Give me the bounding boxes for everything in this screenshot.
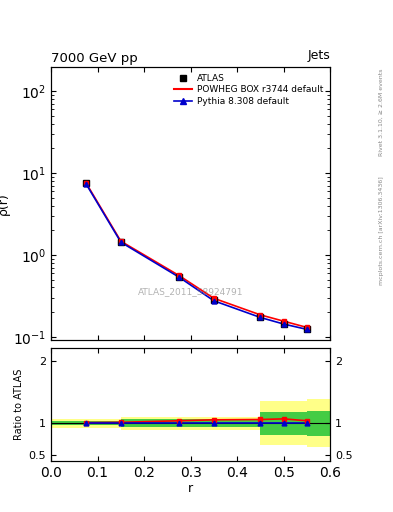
Text: 7000 GeV pp: 7000 GeV pp — [51, 52, 138, 66]
Bar — [51, 419, 121, 428]
Bar — [261, 412, 307, 435]
Y-axis label: Ratio to ATLAS: Ratio to ATLAS — [15, 369, 24, 440]
Text: Rivet 3.1.10, ≥ 2.6M events: Rivet 3.1.10, ≥ 2.6M events — [379, 69, 384, 156]
Bar — [121, 419, 261, 427]
Bar — [307, 411, 330, 436]
Text: Jets: Jets — [307, 50, 330, 62]
Bar — [121, 417, 261, 430]
Bar — [307, 399, 330, 447]
Y-axis label: ρ(r): ρ(r) — [0, 192, 10, 215]
X-axis label: r: r — [188, 482, 193, 496]
Bar — [51, 421, 121, 425]
Text: ATLAS_2011_S8924791: ATLAS_2011_S8924791 — [138, 287, 243, 295]
Legend: ATLAS, POWHEG BOX r3744 default, Pythia 8.308 default: ATLAS, POWHEG BOX r3744 default, Pythia … — [171, 71, 326, 109]
Bar — [261, 401, 307, 445]
Text: mcplots.cern.ch [arXiv:1306.3436]: mcplots.cern.ch [arXiv:1306.3436] — [379, 176, 384, 285]
